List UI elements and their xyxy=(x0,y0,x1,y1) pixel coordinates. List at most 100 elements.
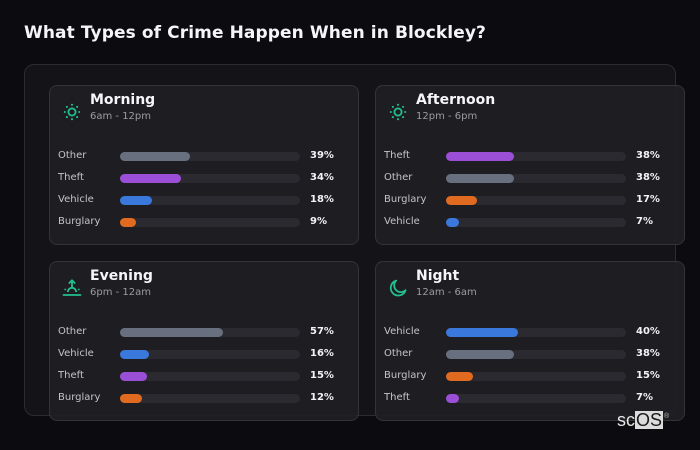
card-afternoon: Afternoon 12pm - 6pm Theft 38% Other 38%… xyxy=(375,85,685,245)
card-time-range: 6pm - 12am xyxy=(90,287,152,298)
bar-row: Theft 38% xyxy=(376,149,684,163)
bar-label: Other xyxy=(384,172,413,183)
sunset-icon xyxy=(62,278,82,298)
bar-fill xyxy=(120,196,152,205)
sun-icon xyxy=(62,102,82,122)
bar-value: 38% xyxy=(636,172,660,183)
bar-track xyxy=(446,394,626,403)
card-morning: Morning 6am - 12pm Other 39% Theft 34% V… xyxy=(49,85,359,245)
bar-value: 16% xyxy=(310,348,334,359)
bar-row: Vehicle 40% xyxy=(376,325,684,339)
moon-icon xyxy=(388,278,408,298)
bar-track xyxy=(120,152,300,161)
bar-row: Vehicle 18% xyxy=(50,193,358,207)
card-header: Night 12am - 6am xyxy=(376,262,684,312)
bar-row: Burglary 9% xyxy=(50,215,358,229)
bar-row: Other 39% xyxy=(50,149,358,163)
bar-fill xyxy=(120,350,149,359)
bar-label: Other xyxy=(58,150,87,161)
bar-label: Other xyxy=(58,326,87,337)
bar-row: Theft 7% xyxy=(376,391,684,405)
sun-icon xyxy=(388,102,408,122)
bar-track xyxy=(446,350,626,359)
bar-value: 38% xyxy=(636,150,660,161)
card-time-range: 12pm - 6pm xyxy=(416,111,478,122)
card-evening: Evening 6pm - 12am Other 57% Vehicle 16%… xyxy=(49,261,359,421)
bar-label: Vehicle xyxy=(58,194,94,205)
card-time-range: 6am - 12pm xyxy=(90,111,152,122)
bar-fill xyxy=(120,152,190,161)
bar-track xyxy=(446,218,626,227)
bar-row: Burglary 15% xyxy=(376,369,684,383)
bar-value: 38% xyxy=(636,348,660,359)
card-header: Afternoon 12pm - 6pm xyxy=(376,86,684,136)
card-night: Night 12am - 6am Vehicle 40% Other 38% B… xyxy=(375,261,685,421)
bar-label: Other xyxy=(384,348,413,359)
bar-value: 7% xyxy=(636,216,653,227)
bar-fill xyxy=(120,174,181,183)
bar-label: Burglary xyxy=(384,194,427,205)
card-title: Evening xyxy=(90,268,153,284)
bar-fill xyxy=(446,218,459,227)
bar-row: Burglary 17% xyxy=(376,193,684,207)
bar-track xyxy=(446,174,626,183)
bar-label: Theft xyxy=(58,370,84,381)
card-header: Morning 6am - 12pm xyxy=(50,86,358,136)
bar-row: Theft 34% xyxy=(50,171,358,185)
bar-fill xyxy=(446,394,459,403)
bar-value: 18% xyxy=(310,194,334,205)
bar-value: 17% xyxy=(636,194,660,205)
page-title: What Types of Crime Happen When in Block… xyxy=(24,23,486,43)
bar-fill xyxy=(446,196,477,205)
bar-fill xyxy=(446,174,514,183)
bar-label: Burglary xyxy=(58,392,101,403)
bar-label: Vehicle xyxy=(384,326,420,337)
card-title: Night xyxy=(416,268,460,284)
bar-label: Vehicle xyxy=(384,216,420,227)
bar-value: 34% xyxy=(310,172,334,183)
bar-track xyxy=(120,394,300,403)
bar-row: Theft 15% xyxy=(50,369,358,383)
bar-fill xyxy=(120,328,223,337)
bar-label: Burglary xyxy=(58,216,101,227)
bar-track xyxy=(446,152,626,161)
card-header: Evening 6pm - 12am xyxy=(50,262,358,312)
bar-value: 40% xyxy=(636,326,660,337)
bar-value: 39% xyxy=(310,150,334,161)
bar-value: 57% xyxy=(310,326,334,337)
bar-fill xyxy=(120,372,147,381)
bar-fill xyxy=(446,350,514,359)
bar-fill xyxy=(120,394,142,403)
bar-track xyxy=(120,218,300,227)
card-title: Afternoon xyxy=(416,92,496,108)
bar-track xyxy=(120,350,300,359)
card-time-range: 12am - 6am xyxy=(416,287,477,298)
bar-value: 15% xyxy=(636,370,660,381)
bar-label: Theft xyxy=(384,392,410,403)
bar-label: Theft xyxy=(58,172,84,183)
scos-logo: sc OS ® xyxy=(617,410,670,430)
bar-fill xyxy=(120,218,136,227)
bar-fill xyxy=(446,152,514,161)
bar-track xyxy=(120,174,300,183)
bar-label: Burglary xyxy=(384,370,427,381)
bar-label: Theft xyxy=(384,150,410,161)
bar-value: 9% xyxy=(310,216,327,227)
bar-value: 7% xyxy=(636,392,653,403)
bar-label: Vehicle xyxy=(58,348,94,359)
bar-track xyxy=(446,196,626,205)
bar-track xyxy=(446,328,626,337)
bar-row: Burglary 12% xyxy=(50,391,358,405)
bar-row: Other 57% xyxy=(50,325,358,339)
bar-value: 15% xyxy=(310,370,334,381)
bar-track xyxy=(120,196,300,205)
bar-row: Vehicle 7% xyxy=(376,215,684,229)
bar-row: Vehicle 16% xyxy=(50,347,358,361)
bar-value: 12% xyxy=(310,392,334,403)
bar-fill xyxy=(446,328,518,337)
bar-row: Other 38% xyxy=(376,347,684,361)
bar-track xyxy=(446,372,626,381)
card-title: Morning xyxy=(90,92,156,108)
bar-row: Other 38% xyxy=(376,171,684,185)
